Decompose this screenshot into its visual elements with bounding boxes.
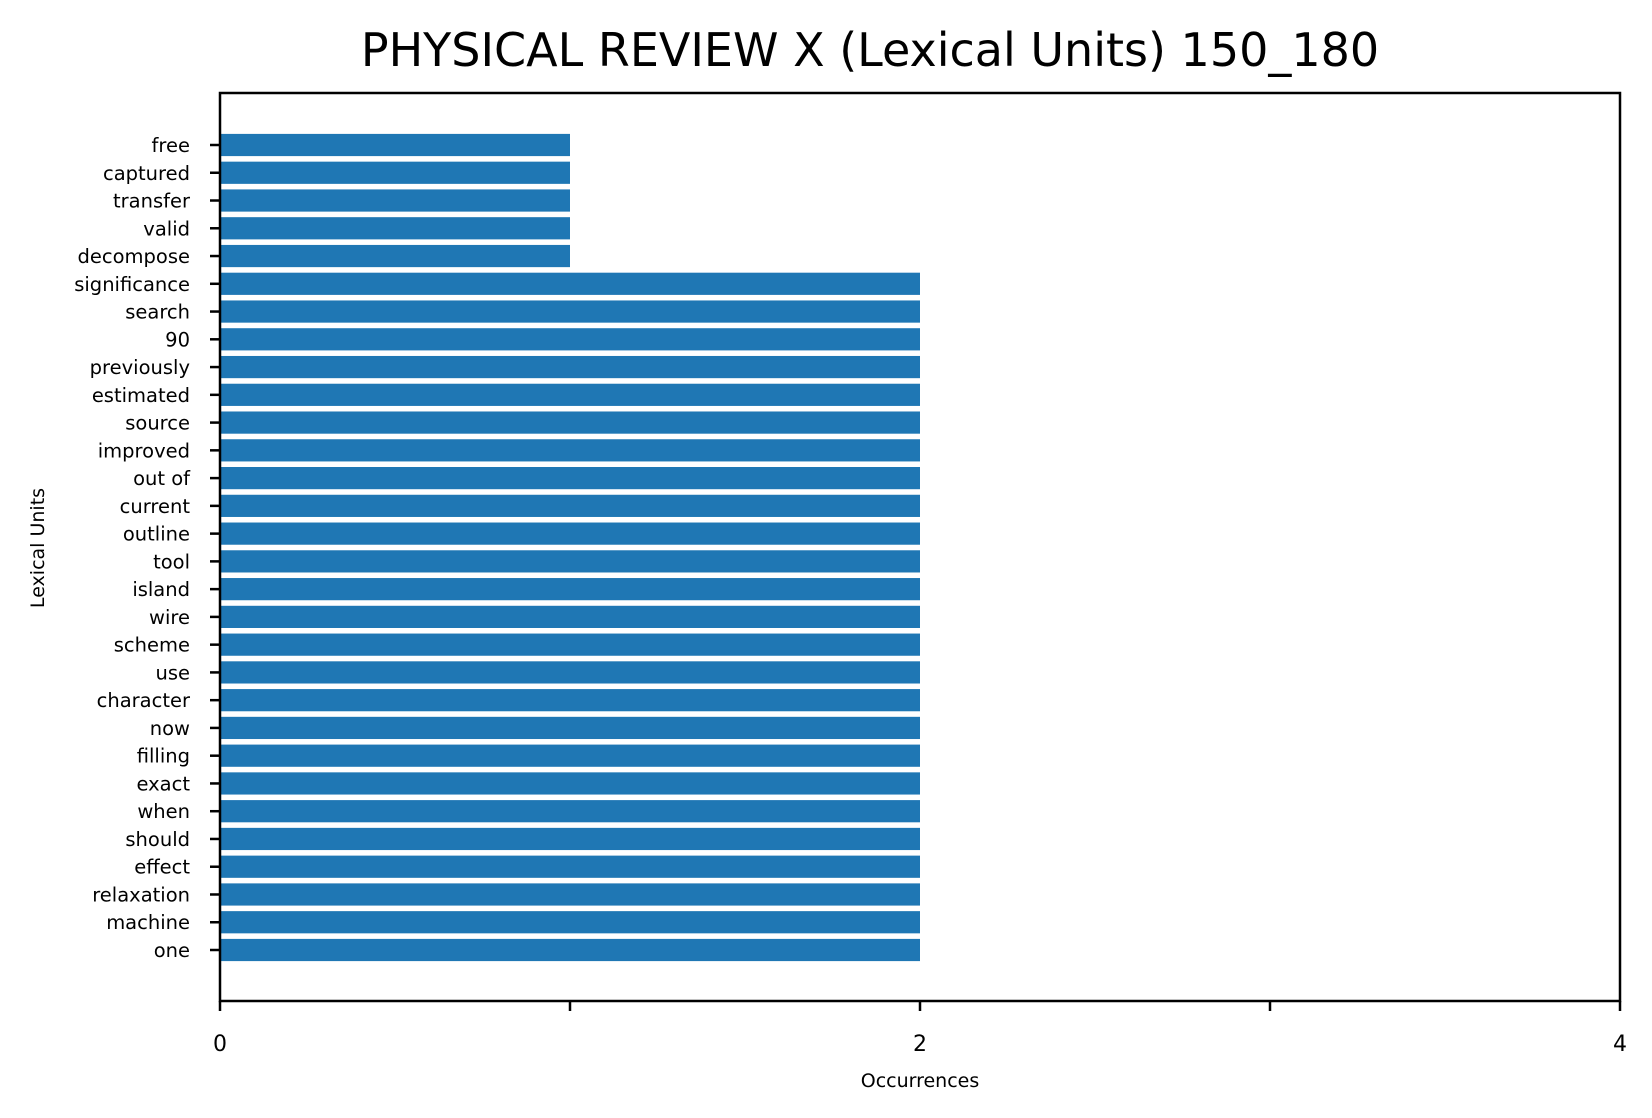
y-tick-label: tool [153, 550, 190, 573]
x-tick-label: 2 [913, 1032, 927, 1057]
x-tick-label: 0 [213, 1032, 227, 1057]
plot-frame [218, 91, 1622, 1003]
bar-current [220, 494, 920, 517]
bar-captured [220, 161, 570, 184]
bar-decompose [220, 244, 570, 268]
bar-outline [220, 522, 920, 545]
x-tick-label: 4 [1613, 1032, 1627, 1057]
y-tick-label: valid [143, 217, 190, 240]
y-tick-label: scheme [114, 634, 190, 657]
bar-source [220, 411, 920, 434]
bar-effect [220, 855, 920, 878]
y-tick-label: transfer [113, 190, 191, 213]
y-tick-label: effect [134, 856, 190, 879]
bar-free [220, 133, 570, 157]
y-tick-label: island [132, 578, 190, 601]
y-tick-label: improved [98, 439, 190, 462]
bar-out-of [220, 467, 920, 490]
y-tick-label: when [137, 800, 190, 823]
x-axis-label: Occurrences [861, 1070, 980, 1092]
bar-previously [220, 355, 920, 379]
y-tick-label: significance [74, 273, 190, 296]
bar-tool [220, 550, 920, 573]
y-tick-label: now [150, 717, 190, 740]
y-tick-label: relaxation [92, 883, 190, 906]
y-tick-label: source [125, 412, 190, 435]
y-tick-label: free [152, 134, 190, 157]
bar-when [220, 800, 920, 823]
bar-transfer [220, 189, 570, 212]
bar-relaxation [220, 883, 920, 906]
bar-one [220, 938, 920, 962]
y-tick-label: filling [137, 745, 190, 768]
y-tick-label: use [155, 661, 190, 684]
bar-character [220, 689, 920, 712]
y-tick-label: wire [149, 606, 190, 629]
y-tick-label: previously [90, 356, 190, 379]
y-tick-label: should [125, 828, 190, 851]
x-ticks-group: 0 2 4 [213, 1001, 1627, 1057]
y-tick-label: search [125, 301, 190, 324]
bar-significance [220, 272, 920, 295]
bars-group [220, 133, 920, 962]
bar-scheme [220, 633, 920, 656]
y-tick-label: captured [103, 162, 190, 185]
y-tick-label: one [154, 939, 190, 962]
y-axis-label: Lexical Units [27, 488, 49, 608]
bar-estimated [220, 383, 920, 406]
bar-valid [220, 217, 570, 240]
y-tick-label: current [120, 495, 191, 518]
bar-now [220, 716, 920, 740]
bar-filling [220, 744, 920, 767]
y-tick-label: character [97, 689, 191, 712]
y-ticks-group: free captured transfer valid decompose signif… [74, 134, 220, 962]
y-tick-label: 90 [165, 328, 190, 351]
y-tick-label: decompose [78, 245, 191, 268]
bar-90 [220, 328, 920, 351]
bar-machine [220, 911, 920, 934]
bar-use [220, 661, 920, 684]
bar-search [220, 300, 920, 323]
chart-title: PHYSICAL REVIEW X (Lexical Units) 150_18… [361, 23, 1379, 77]
bar-improved [220, 439, 920, 462]
bar-should [220, 827, 920, 851]
bar-exact [220, 772, 920, 795]
y-tick-label: out of [133, 467, 191, 490]
bar-island [220, 578, 920, 601]
y-tick-label: exact [136, 772, 190, 795]
bar-wire [220, 605, 920, 628]
y-tick-label: machine [106, 911, 190, 934]
y-tick-label: outline [123, 523, 190, 546]
y-tick-label: estimated [92, 384, 190, 407]
